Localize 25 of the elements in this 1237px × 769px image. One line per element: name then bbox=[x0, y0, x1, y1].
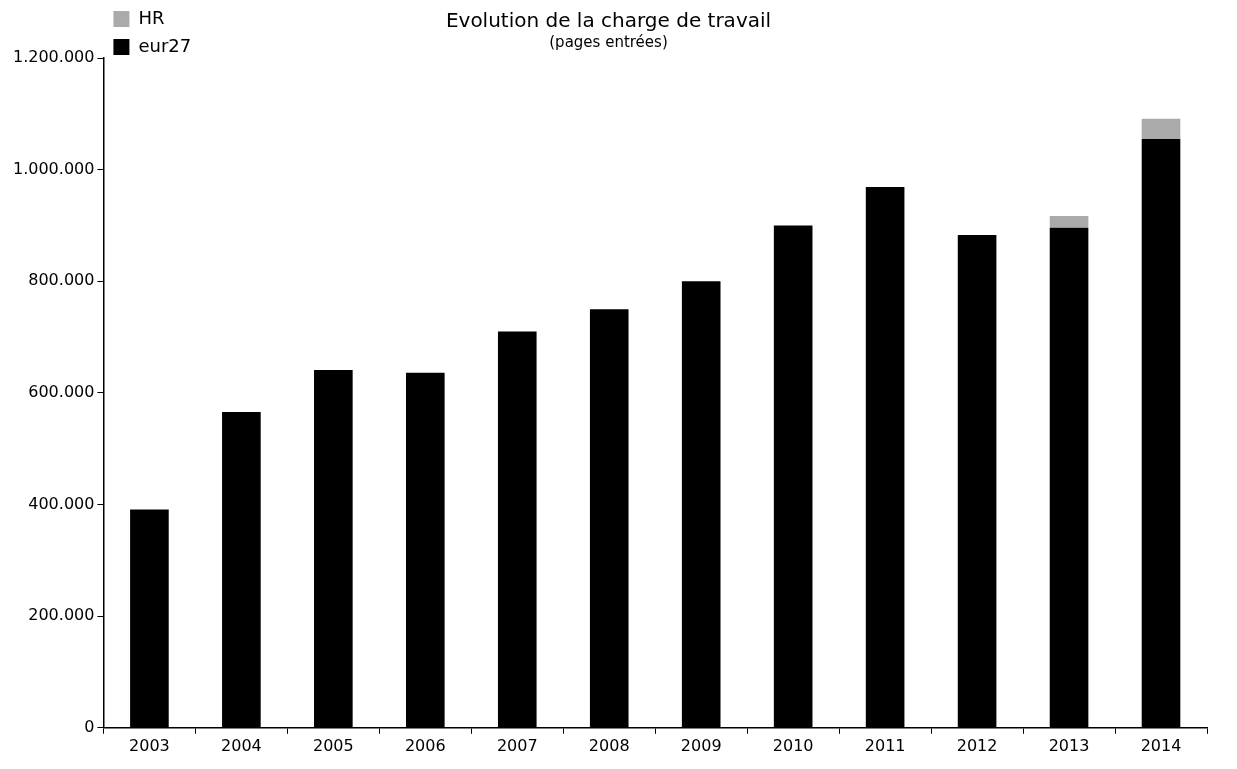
x-tick-label: 2005 bbox=[312, 735, 354, 755]
y-tick-label: 0 bbox=[84, 716, 95, 736]
legend-label: eur27 bbox=[138, 34, 192, 56]
bar bbox=[1049, 215, 1089, 228]
chart-title: Evolution de la charge de travail bbox=[445, 8, 772, 33]
x-tick-label: 2006 bbox=[404, 735, 446, 755]
y-tick-label: 800.000 bbox=[28, 270, 95, 290]
y-tick-label: 200.000 bbox=[28, 605, 95, 625]
x-tick-label: 2011 bbox=[864, 735, 906, 755]
x-tick-label: 2012 bbox=[956, 735, 998, 755]
y-tick-label: 1.000.000 bbox=[12, 158, 95, 178]
y-tick-label: 1.200.000 bbox=[12, 47, 95, 67]
legend-label: HR bbox=[138, 6, 165, 28]
x-tick-label: 2003 bbox=[129, 735, 170, 755]
x-tick-label: 2004 bbox=[221, 735, 262, 755]
x-tick-label: 2013 bbox=[1048, 735, 1090, 755]
bar bbox=[1141, 118, 1181, 139]
chart-subtitle: (pages entrées) bbox=[549, 32, 668, 51]
y-tick-label: 600.000 bbox=[28, 382, 95, 402]
x-tick-label: 2008 bbox=[588, 735, 630, 755]
x-tick-label: 2009 bbox=[680, 735, 722, 755]
x-tick-label: 2014 bbox=[1140, 735, 1182, 755]
y-tick-label: 400.000 bbox=[28, 493, 95, 513]
x-tick-label: 2007 bbox=[496, 735, 538, 755]
x-tick-label: 2010 bbox=[772, 735, 814, 755]
